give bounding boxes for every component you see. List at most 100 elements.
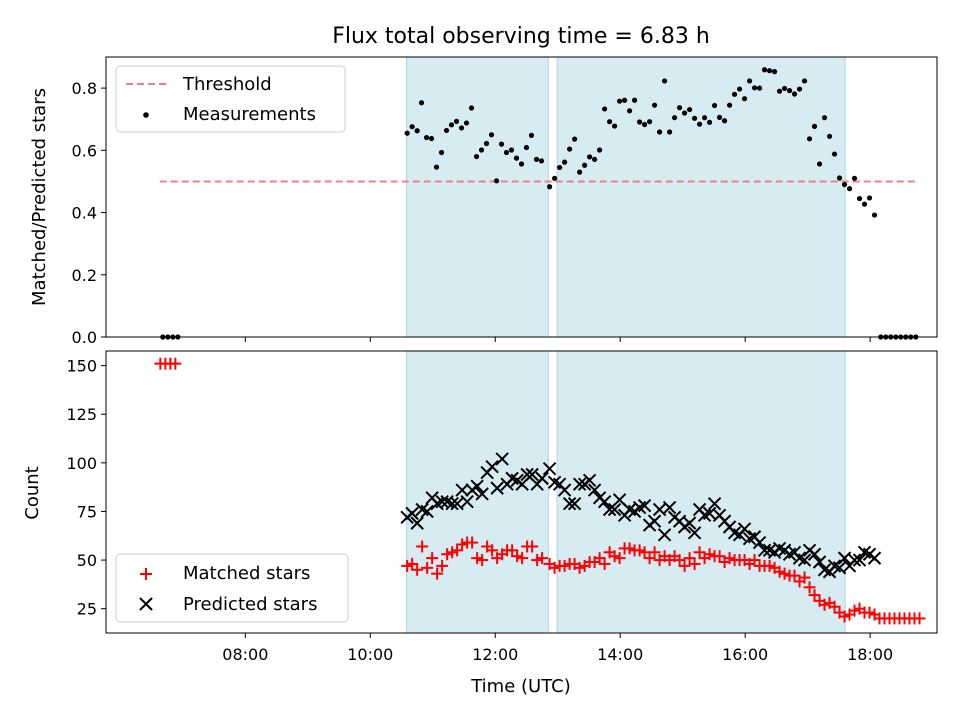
matched-star-marker (798, 571, 811, 584)
measurement-point (701, 115, 708, 121)
predicted-star-marker (647, 514, 662, 528)
measurement-point (443, 127, 450, 134)
measurement-point (493, 178, 500, 184)
measurement-point (423, 134, 430, 141)
measurement-point (547, 184, 553, 190)
measurement-point (538, 158, 545, 164)
measurement-point (513, 155, 520, 161)
measurement-point (681, 110, 688, 116)
measurement-point (796, 86, 803, 92)
predicted-star-marker (707, 496, 722, 511)
measurement-point (488, 132, 495, 138)
measurement-point (826, 133, 833, 139)
marker-stroke (587, 483, 602, 497)
measurement-point (731, 91, 738, 97)
predicted-star-marker (542, 461, 557, 476)
measurement-point (414, 128, 420, 134)
marker-stroke (582, 473, 597, 488)
x-tick-label: 18:00 (847, 645, 893, 664)
y-tick-label: 0.4 (72, 204, 97, 223)
marker-stroke (470, 479, 484, 493)
measurement-point (448, 122, 455, 128)
matched-star-marker (688, 557, 701, 570)
measurement-point (741, 96, 748, 102)
marker-stroke (405, 506, 419, 521)
legend-predicted-label: Predicted stars (183, 594, 317, 615)
predicted-star-marker (847, 553, 862, 567)
measurement-point (871, 212, 878, 218)
top-y-ticks: 0.0 0.2 0.4 0.6 0.8 (72, 79, 106, 347)
measurement-point (726, 102, 733, 108)
measurement-point (866, 195, 873, 201)
predicted-stars-points (400, 452, 882, 579)
predicted-star-marker (682, 516, 697, 530)
measurement-point (656, 129, 663, 135)
measurement-point (587, 154, 593, 160)
marker-stroke (637, 498, 652, 513)
observing-spans-top (406, 56, 846, 338)
marker-stroke (772, 541, 787, 556)
measurement-point (409, 124, 415, 130)
marker-stroke (485, 460, 499, 474)
top-legend: Threshold Measurements (115, 65, 346, 133)
legend-measurements-label: Measurements (183, 104, 316, 125)
marker-stroke (687, 526, 702, 540)
measurement-point (577, 169, 583, 175)
predicted-star-marker (867, 551, 882, 565)
measurement-point (606, 119, 613, 125)
measurement-point (597, 147, 603, 153)
measurement-point (836, 175, 843, 181)
y-tick-label: 0.2 (72, 266, 97, 285)
measurement-point (756, 85, 763, 91)
marker-stroke (852, 553, 867, 567)
bottom-x-ticks: 08:00 10:00 12:00 14:00 16:00 18:00 (222, 633, 893, 664)
x-tick-label: 08:00 (222, 645, 268, 664)
measurement-point (478, 147, 485, 153)
measurement-point (523, 144, 530, 151)
marker-stroke (475, 487, 489, 501)
marker-stroke (450, 496, 464, 511)
bottom-legend: Matched stars Predicted stars (115, 553, 349, 623)
predicted-star-marker (460, 495, 474, 509)
predicted-star-marker (567, 496, 582, 511)
measurement-point (851, 175, 858, 181)
top-panel: 0.0 0.2 0.4 0.6 0.8 Flux total observing tim… (29, 24, 938, 347)
y-tick-label: 0.8 (72, 79, 97, 98)
measurement-point (428, 135, 435, 142)
measurement-point (468, 105, 475, 111)
marker-stroke (817, 563, 832, 577)
measurement-point (508, 147, 515, 153)
measurement-point (473, 153, 480, 160)
y-tick-label: 25 (77, 600, 97, 619)
marker-stroke (812, 555, 827, 569)
measurement-point (666, 129, 673, 135)
measurement-point (631, 97, 638, 103)
measurement-point (404, 130, 410, 136)
marker-stroke (410, 516, 424, 530)
measurement-point (592, 156, 598, 162)
measurement-point (801, 78, 808, 84)
measurement-point (721, 118, 728, 124)
measurement-point (716, 114, 723, 120)
measurement-point (438, 149, 445, 156)
predicted-star-marker (752, 535, 767, 550)
predicted-star-marker (737, 522, 752, 536)
marker-stroke (420, 504, 434, 519)
marker-stroke (572, 477, 587, 491)
measurement-point (602, 106, 608, 112)
predicted-star-marker (490, 481, 504, 495)
marker-stroke (542, 461, 557, 476)
measurement-point (841, 181, 848, 188)
legend-matched-label: Matched stars (183, 563, 310, 584)
marker-stroke (662, 500, 677, 515)
marker-stroke (557, 483, 572, 497)
y-tick-label: 50 (77, 551, 97, 570)
marker-stroke (762, 543, 777, 558)
measurement-point (646, 119, 653, 125)
predicted-star-marker (405, 506, 419, 521)
marker-stroke (707, 496, 722, 511)
marker-stroke (455, 483, 469, 497)
measurement-point (806, 136, 813, 142)
predicted-star-marker (470, 479, 484, 493)
bottom-y-ticks: 25 50 75 100 125 150 (66, 357, 106, 619)
